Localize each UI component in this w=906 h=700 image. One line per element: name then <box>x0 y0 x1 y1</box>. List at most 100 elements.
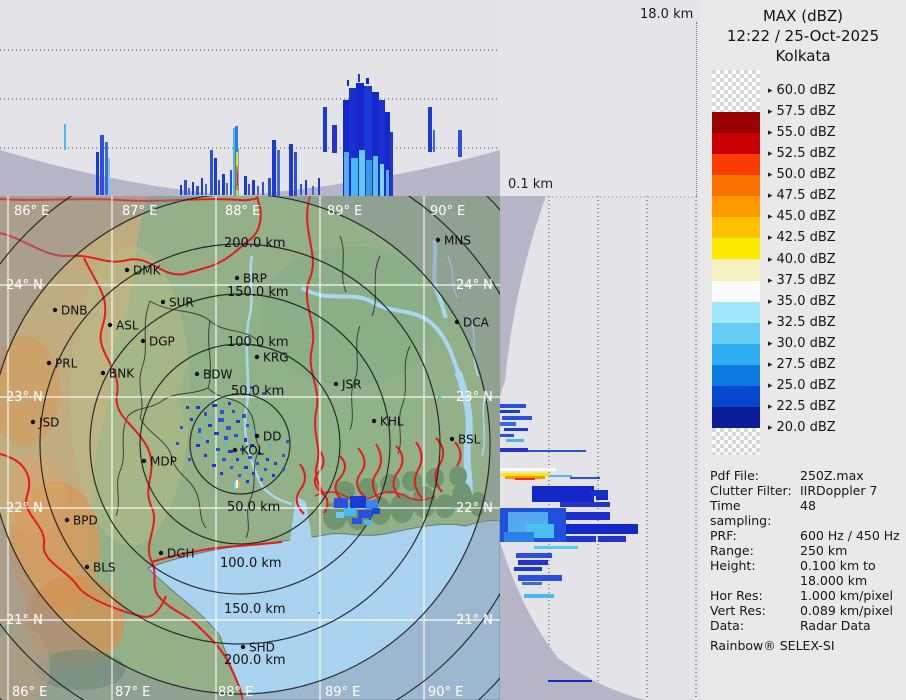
range-ring-label: 50.0 km <box>231 384 284 399</box>
legend-tick-arrow-icon: ▸ <box>768 423 773 434</box>
station-dot <box>232 447 238 453</box>
longitude-label: 88° E <box>218 685 253 700</box>
legend-band <box>712 112 760 134</box>
legend-tick-arrow-icon: ▸ <box>768 170 773 181</box>
legend-entry: ▸ 45.0 dBZ <box>768 209 836 225</box>
station-label: DGP <box>149 335 175 349</box>
legend-band <box>712 406 760 428</box>
scan-info-row: Data: Radar Data <box>710 618 906 633</box>
scan-info-value: 0.100 km to <box>800 558 876 573</box>
legend-tick-arrow-icon: ▸ <box>768 212 773 223</box>
range-ring-label: 200.0 km <box>224 236 286 251</box>
scan-info-label: Pdf File: <box>710 468 759 483</box>
map-panel: 86° E 86° E 87° E 87° E 88° E 88° E 89° E 89° E… <box>0 196 500 700</box>
legend-band <box>712 364 760 386</box>
station-label: MDP <box>150 455 177 469</box>
scan-info-row: PRF: 600 Hz / 450 Hz <box>710 528 906 543</box>
district-boundaries <box>115 235 411 539</box>
station-dot <box>254 354 260 360</box>
station-label: MNS <box>444 234 471 248</box>
software-brand: Rainbow® SELEX-SI <box>710 638 835 653</box>
height-profile-top-panel <box>0 0 500 196</box>
map-echoes <box>122 386 456 616</box>
legend-tick-arrow-icon: ▸ <box>768 338 773 349</box>
height-min-label: 0.1 km <box>508 177 553 192</box>
longitude-label: 86° E <box>12 685 47 700</box>
latitude-label: 21° N <box>6 613 43 628</box>
longitude-label: 87° E <box>115 685 150 700</box>
legend-entry: ▸ 47.5 dBZ <box>768 188 836 204</box>
beam-blockage-shade-top <box>500 196 546 396</box>
legend-scale: ▸ 60.0 dBZ ▸ 57.5 dBZ ▸ 55.0 dBZ ▸ 52.5 dBZ ▸ 50.… <box>712 70 906 460</box>
legend-color-bar <box>712 70 760 455</box>
longitude-label: 89° E <box>327 204 362 219</box>
product-header: MAX (dBZ) 12:22 / 25-Oct-2025 Kolkata <box>700 6 906 66</box>
delta-islands <box>323 466 487 530</box>
longitude-label: 88° E <box>225 204 260 219</box>
product-station: Kolkata <box>775 47 831 65</box>
legend-tick-arrow-icon: ▸ <box>768 191 773 202</box>
range-ring-label: 100.0 km <box>220 556 282 571</box>
scan-info-row: Height: 0.100 km to <box>710 558 906 573</box>
scan-info-label: Range: <box>710 543 754 558</box>
legend-entry: ▸ 30.0 dBZ <box>768 335 836 351</box>
station-dot <box>194 371 200 377</box>
legend-tick-arrow-icon: ▸ <box>768 275 773 286</box>
side-panel: MAX (dBZ) 12:22 / 25-Oct-2025 Kolkata ▸ 6… <box>700 0 906 700</box>
station-label: DNB <box>61 304 87 318</box>
legend-band <box>712 280 760 302</box>
station-dot <box>160 299 166 305</box>
station-label: KRG <box>263 351 289 365</box>
longitude-label: 89° E <box>325 685 360 700</box>
scan-info-value: 250Z.max <box>800 468 864 483</box>
station-label: BDW <box>203 368 232 382</box>
legend-tick-arrow-icon: ▸ <box>768 359 773 370</box>
station-label: DGH <box>167 547 195 561</box>
scan-info-label: Time sampling: <box>710 498 772 528</box>
scan-info: Pdf File: 250Z.max Clutter Filter: IIRDoppl… <box>710 468 906 654</box>
latitude-label: 23° N <box>456 390 493 405</box>
latitude-label: 22° N <box>456 501 493 516</box>
station-dot <box>52 307 58 313</box>
product-title: MAX (dBZ) <box>762 7 844 25</box>
station-dot <box>371 418 377 424</box>
scan-info-value: 0.089 km/pixel <box>800 603 893 618</box>
station-dot <box>449 436 455 442</box>
scan-info-row: Vert Res: 0.089 km/pixel <box>710 603 906 618</box>
station-label: JSR <box>341 378 362 392</box>
range-ring-label: 200.0 km <box>224 653 286 668</box>
station-label: SHD <box>249 641 275 655</box>
legend-tick-arrow-icon: ▸ <box>768 402 773 413</box>
scan-info-label: Clutter Filter: <box>710 483 792 498</box>
legend-band-checker <box>712 427 760 455</box>
latitude-label: 24° N <box>6 278 43 293</box>
legend-tick-arrow-icon: ▸ <box>768 86 773 96</box>
longitude-label: 86° E <box>14 204 49 219</box>
height-max-label: 18.0 km <box>640 7 694 22</box>
product-datetime: 12:22 / 25-Oct-2025 <box>726 27 880 45</box>
legend-entry: ▸ 20.0 dBZ <box>768 420 836 436</box>
legend-tick-arrow-icon: ▸ <box>768 254 773 265</box>
legend-tick-arrow-icon: ▸ <box>768 296 773 307</box>
station-label: PRL <box>55 357 78 371</box>
background-filler <box>500 0 700 196</box>
legend-band <box>712 196 760 218</box>
legend-entry: ▸ 25.0 dBZ <box>768 377 836 393</box>
station-label: KOL <box>241 444 265 458</box>
scan-info-value: 600 Hz / 450 Hz <box>800 528 900 543</box>
legend-band <box>712 301 760 323</box>
right-profile-plot <box>500 196 700 700</box>
latitude-label: 23° N <box>6 390 43 405</box>
station-dot <box>158 550 164 556</box>
latitude-label: 24° N <box>456 278 493 293</box>
echo-rows <box>500 404 638 682</box>
legend-tick-arrow-icon: ▸ <box>768 128 773 139</box>
legend-entry: ▸ 22.5 dBZ <box>768 399 836 415</box>
station-dot <box>46 360 52 366</box>
legend-band <box>712 385 760 407</box>
scan-info-value: IIRDoppler 7 <box>800 483 878 498</box>
legend-entry: ▸ 57.5 dBZ <box>768 104 836 120</box>
range-dim-overlay <box>0 196 500 700</box>
range-ring-label: 150.0 km <box>227 285 289 300</box>
